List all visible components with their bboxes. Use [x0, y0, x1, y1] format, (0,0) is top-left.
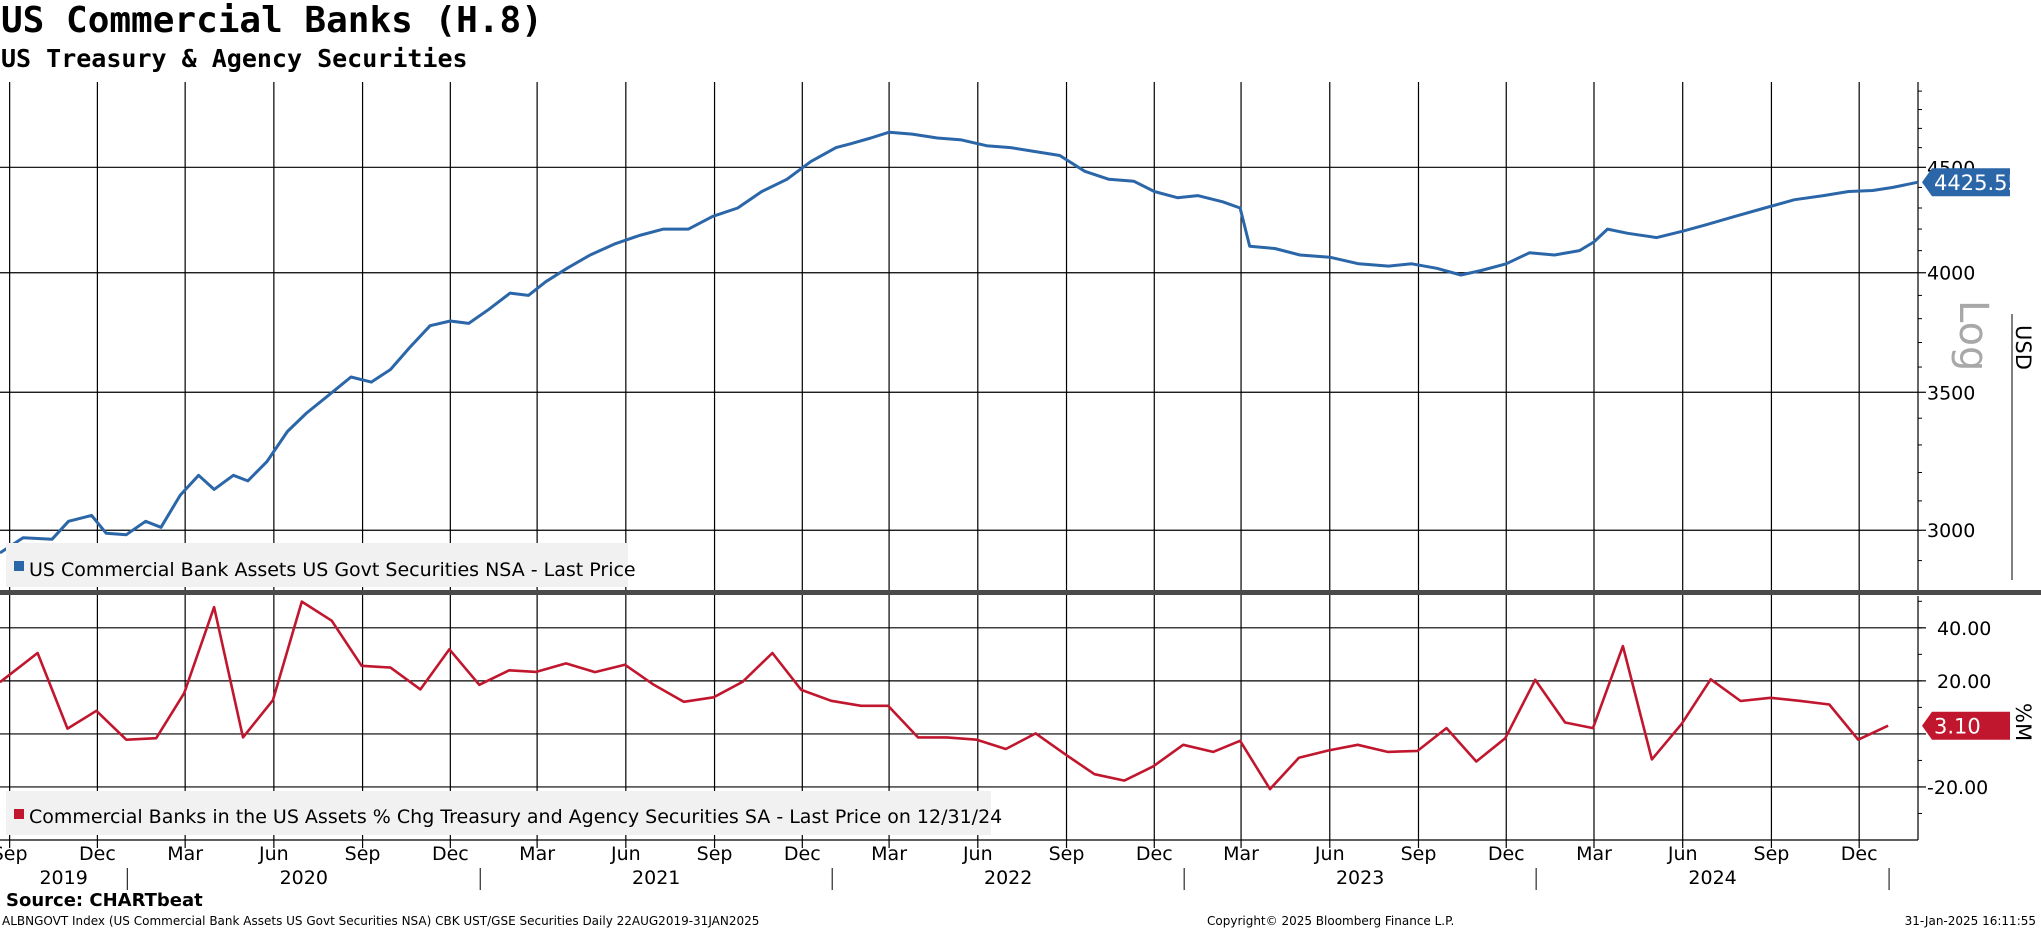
legend-swatch	[14, 561, 24, 571]
x-tick-label: Jun	[962, 843, 993, 865]
x-tick-label: Sep	[1401, 843, 1437, 865]
year-label: 2023	[1336, 867, 1384, 889]
x-tick-label: Dec	[784, 843, 821, 865]
source-note: Source: CHARTbeat	[6, 890, 203, 911]
x-tick-label: Jun	[258, 843, 289, 865]
x-tick-label: Mar	[519, 843, 555, 865]
x-tick-label: Dec	[1488, 843, 1525, 865]
y-tick-label: 3000	[1927, 520, 1975, 542]
x-tick-label: Dec	[1841, 843, 1878, 865]
x-tick-label: Mar	[167, 843, 203, 865]
legend-box	[6, 791, 991, 835]
last-value-tag-label: 4425.55	[1934, 171, 2021, 195]
y-tick-label: 3500	[1927, 382, 1975, 404]
panel-separator	[0, 590, 2041, 595]
x-tick-label: Dec	[1136, 843, 1173, 865]
x-tick-label: Sep	[1754, 843, 1790, 865]
series-line-pct-change	[0, 600, 1889, 791]
legend-label: US Commercial Bank Assets US Govt Securi…	[29, 559, 636, 581]
x-tick-label: Sep	[345, 843, 381, 865]
x-tick-label: Mar	[1223, 843, 1259, 865]
y-tick-label: 20.00	[1937, 671, 1991, 693]
x-tick-label: Mar	[1576, 843, 1612, 865]
footer-timestamp: 31-Jan-2025 16:11:55	[1904, 914, 2036, 928]
y-tick-label: 4000	[1927, 263, 1975, 285]
y-axis-label: USD	[2011, 325, 2035, 370]
last-value-tag	[1922, 711, 2010, 740]
year-label: 2019	[39, 867, 87, 889]
last-value-tag-label: 3.10	[1934, 715, 1981, 739]
x-tick-label: Sep	[1049, 843, 1085, 865]
y-tick-label: 40.00	[1937, 618, 1991, 640]
x-tick-label: Mar	[871, 843, 907, 865]
x-tick-label: Sep	[697, 843, 733, 865]
chart-title: US Commercial Banks (H.8)	[1, 0, 543, 41]
legend-box	[6, 543, 628, 587]
log-scale-label: Log	[1950, 300, 1996, 371]
x-tick-label: Jun	[1314, 843, 1345, 865]
legend-swatch	[14, 809, 24, 819]
year-label: 2022	[984, 867, 1032, 889]
x-tick-label: Sep	[0, 843, 28, 865]
legend-label: Commercial Banks in the US Assets % Chg …	[29, 806, 1002, 828]
last-value-tag	[1922, 168, 2010, 197]
x-tick-label: Dec	[432, 843, 469, 865]
x-tick-label: Jun	[610, 843, 641, 865]
year-label: 2020	[280, 867, 328, 889]
chart-subtitle: US Treasury & Agency Securities	[1, 44, 468, 73]
y-tick-label: -20.00	[1927, 777, 1988, 799]
year-label: 2021	[632, 867, 680, 889]
footer-copyright: Copyright© 2025 Bloomberg Finance L.P.	[1207, 914, 1455, 928]
footer-index-info: ALBNGOVT Index (US Commercial Bank Asset…	[2, 914, 760, 928]
x-tick-label: Dec	[79, 843, 116, 865]
y-axis-label: %M	[2011, 703, 2035, 741]
series-line-govt-securities	[0, 130, 1919, 555]
year-label: 2024	[1688, 867, 1736, 889]
x-tick-label: Jun	[1667, 843, 1698, 865]
